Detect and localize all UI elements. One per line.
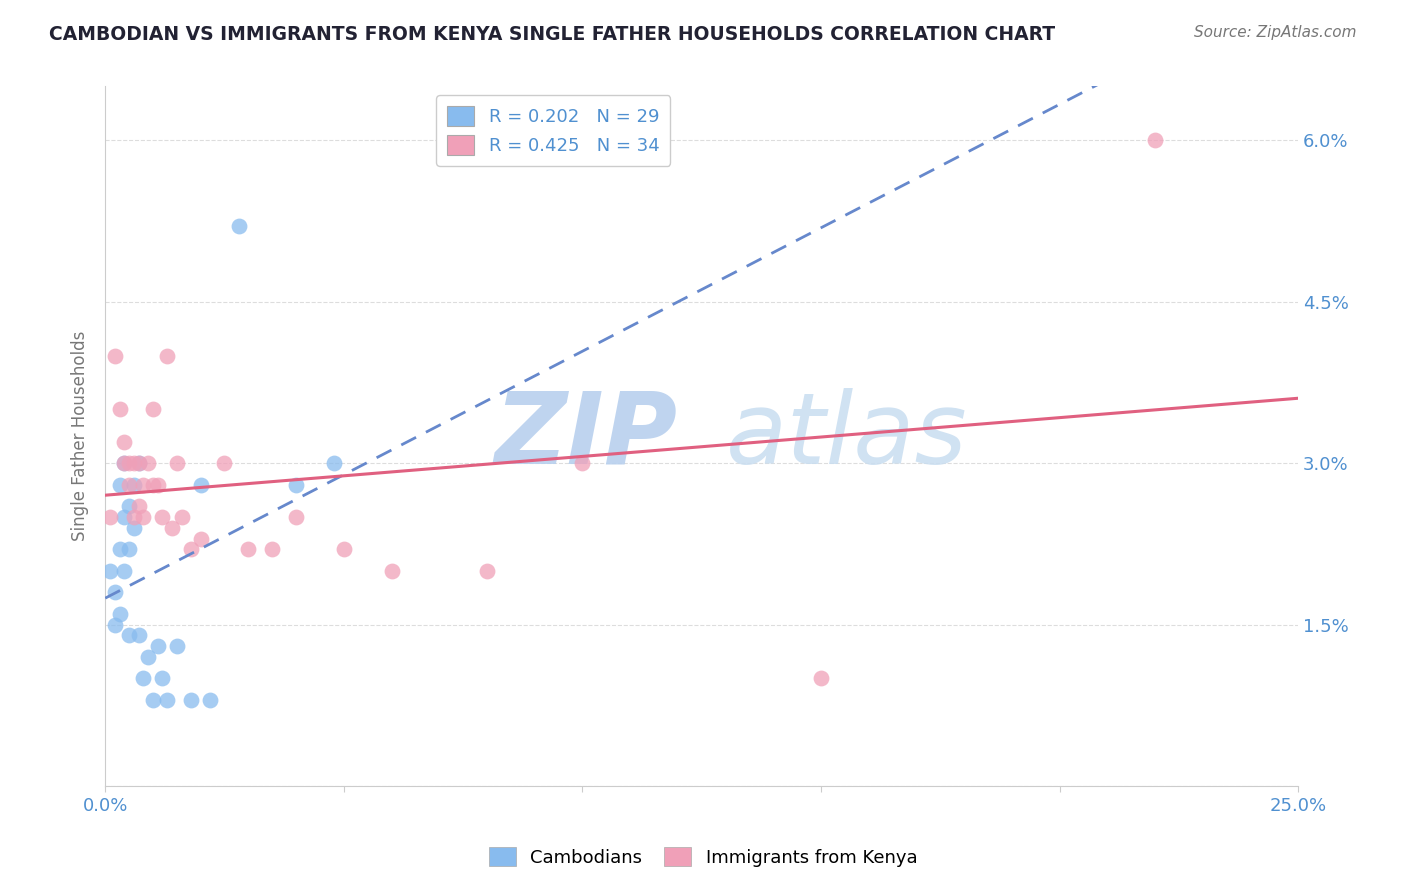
Point <box>118 542 141 557</box>
Y-axis label: Single Father Households: Single Father Households <box>72 331 89 541</box>
Point <box>122 456 145 470</box>
Point <box>160 521 183 535</box>
Point <box>170 510 193 524</box>
Point <box>122 510 145 524</box>
Point <box>142 693 165 707</box>
Point <box>108 477 131 491</box>
Point <box>228 219 250 234</box>
Legend: Cambodians, Immigrants from Kenya: Cambodians, Immigrants from Kenya <box>482 840 924 874</box>
Point <box>118 628 141 642</box>
Point <box>112 564 135 578</box>
Point <box>112 456 135 470</box>
Point <box>128 628 150 642</box>
Point <box>128 456 150 470</box>
Point <box>122 477 145 491</box>
Point <box>132 672 155 686</box>
Point <box>571 456 593 470</box>
Point <box>122 521 145 535</box>
Point <box>190 532 212 546</box>
Point <box>112 434 135 449</box>
Point <box>132 477 155 491</box>
Point <box>132 510 155 524</box>
Point <box>156 349 179 363</box>
Point <box>118 477 141 491</box>
Point <box>1143 133 1166 147</box>
Point <box>333 542 356 557</box>
Point <box>108 402 131 417</box>
Point <box>146 639 169 653</box>
Point <box>214 456 236 470</box>
Point <box>112 456 135 470</box>
Point <box>180 542 202 557</box>
Point <box>98 564 121 578</box>
Point <box>156 693 179 707</box>
Point <box>198 693 221 707</box>
Point <box>146 477 169 491</box>
Point <box>152 510 174 524</box>
Text: ZIP: ZIP <box>495 388 678 484</box>
Point <box>323 456 346 470</box>
Point <box>152 672 174 686</box>
Point <box>104 617 127 632</box>
Point <box>118 456 141 470</box>
Point <box>104 585 127 599</box>
Point <box>142 477 165 491</box>
Point <box>810 672 832 686</box>
Point <box>142 402 165 417</box>
Point <box>262 542 284 557</box>
Point <box>136 456 159 470</box>
Point <box>136 649 159 664</box>
Text: CAMBODIAN VS IMMIGRANTS FROM KENYA SINGLE FATHER HOUSEHOLDS CORRELATION CHART: CAMBODIAN VS IMMIGRANTS FROM KENYA SINGL… <box>49 25 1056 44</box>
Point <box>380 564 402 578</box>
Point <box>128 456 150 470</box>
Text: atlas: atlas <box>725 388 967 484</box>
Point <box>112 510 135 524</box>
Point <box>166 456 188 470</box>
Point <box>238 542 260 557</box>
Point <box>475 564 498 578</box>
Point <box>128 500 150 514</box>
Point <box>118 500 141 514</box>
Point <box>190 477 212 491</box>
Point <box>285 510 308 524</box>
Text: Source: ZipAtlas.com: Source: ZipAtlas.com <box>1194 25 1357 40</box>
Point <box>108 542 131 557</box>
Point <box>285 477 308 491</box>
Point <box>98 510 121 524</box>
Point <box>104 349 127 363</box>
Point <box>166 639 188 653</box>
Point <box>180 693 202 707</box>
Point <box>108 607 131 621</box>
Legend: R = 0.202   N = 29, R = 0.425   N = 34: R = 0.202 N = 29, R = 0.425 N = 34 <box>436 95 671 166</box>
